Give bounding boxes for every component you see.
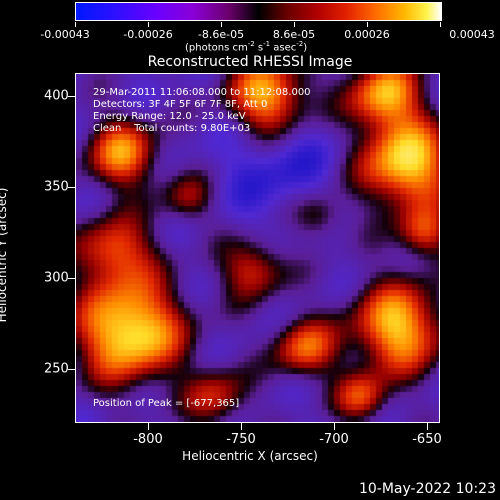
plot-title: Reconstructed RHESSI Image xyxy=(147,54,353,70)
colorbar-label: 8.6e-05 xyxy=(272,28,316,41)
time-range-text: 29-Mar-2011 11:06:08.000 to 11:12:08.000 xyxy=(93,87,311,98)
colorbar-label: -0.00026 xyxy=(123,28,173,41)
colorbar-tick xyxy=(148,22,149,27)
x-tick-label: -700 xyxy=(319,432,349,447)
x-tick xyxy=(241,423,242,430)
detectors-text: Detectors: 3F 4F 5F 6F 7F 8F, Att 0 xyxy=(93,99,268,110)
x-tick xyxy=(427,423,428,430)
x-tick xyxy=(334,423,335,430)
colorbar-tick xyxy=(367,22,368,27)
colorbar-tick xyxy=(221,22,222,27)
heatmap-image xyxy=(76,74,439,422)
y-tick-label: 350 xyxy=(44,179,69,195)
clean-counts-text: Clean Total counts: 9.80E+03 xyxy=(93,123,251,134)
y-tick xyxy=(68,369,75,370)
x-tick-label: -750 xyxy=(226,432,256,447)
timestamp: 10-May-2022 10:23 xyxy=(358,481,496,497)
colorbar-tick xyxy=(440,22,441,27)
colorbar xyxy=(75,2,442,21)
x-tick-label: -650 xyxy=(412,432,442,447)
y-tick-label: 300 xyxy=(44,270,69,286)
colorbar-tick xyxy=(294,22,295,27)
y-tick xyxy=(68,187,75,188)
peak-position-text: Position of Peak = [-677,365] xyxy=(93,398,240,409)
colorbar-label: -8.6e-05 xyxy=(197,28,245,41)
energy-range-text: Energy Range: 12.0 - 25.0 keV xyxy=(93,111,246,122)
x-tick xyxy=(148,423,149,430)
colorbar-label: 0.00026 xyxy=(344,28,390,41)
x-axis-label: Heliocentric X (arcsec) xyxy=(182,449,318,463)
colorbar-units: (photons cm-2 s-1 asec-2) xyxy=(185,40,308,54)
y-tick xyxy=(68,96,75,97)
image-plot xyxy=(75,73,440,423)
colorbar-label: -0.00043 xyxy=(40,28,90,41)
y-tick xyxy=(68,278,75,279)
y-tick-label: 400 xyxy=(44,88,69,104)
colorbar-label: 0.00043 xyxy=(449,28,495,41)
colorbar-tick xyxy=(75,22,76,27)
y-tick-label: 250 xyxy=(44,361,69,377)
x-tick-label: -800 xyxy=(133,432,163,447)
